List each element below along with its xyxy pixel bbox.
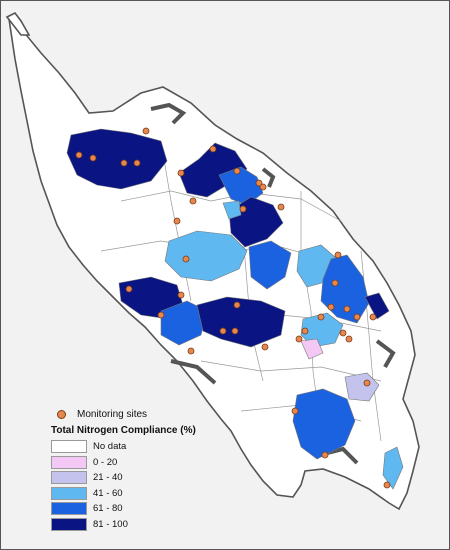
legend-swatch	[51, 502, 87, 516]
legend-swatch	[51, 486, 87, 500]
site-marker	[345, 335, 353, 343]
catchment-southeast-small	[382, 446, 404, 490]
legend-class-row: 0 - 20	[51, 455, 251, 471]
site-marker	[339, 329, 347, 337]
catchment-east-mid	[248, 240, 292, 290]
catchment-north-light	[218, 166, 264, 206]
site-marker	[75, 151, 83, 159]
legend-sites-label: Monitoring sites	[77, 408, 148, 420]
site-marker	[233, 167, 241, 175]
site-marker	[133, 159, 141, 167]
legend-class-label: 21 - 40	[93, 472, 123, 484]
site-marker	[187, 347, 195, 355]
site-marker	[173, 217, 181, 225]
site-marker	[255, 179, 263, 187]
legend-class-row: No data	[51, 439, 251, 455]
site-marker	[353, 313, 361, 321]
catchment-south-light	[300, 312, 344, 348]
site-marker	[363, 379, 371, 387]
site-marker	[291, 407, 299, 415]
legend-swatch	[51, 455, 87, 469]
site-marker	[209, 145, 217, 153]
harbour-southwest	[170, 359, 217, 385]
site-marker	[157, 311, 165, 319]
site-marker	[321, 451, 329, 459]
site-marker	[317, 313, 325, 321]
site-marker	[142, 127, 150, 135]
harbour-north	[150, 102, 187, 125]
legend-class-label: No data	[93, 441, 127, 453]
legend-title: Total Nitrogen Compliance (%)	[51, 425, 196, 436]
north-peninsula	[5, 11, 31, 36]
site-marker	[331, 279, 339, 287]
site-marker	[383, 481, 391, 489]
legend-class-row: 41 - 60	[51, 486, 251, 502]
legend-class-label: 41 - 60	[93, 487, 123, 499]
site-marker	[177, 291, 185, 299]
site-marker	[182, 255, 190, 263]
legend-class-row: 61 - 80	[51, 501, 251, 517]
site-marker	[295, 335, 303, 343]
catchment-pink	[300, 338, 324, 360]
site-marker	[277, 203, 285, 211]
site-marker	[89, 154, 97, 162]
catchment-north-central	[178, 142, 248, 198]
site-marker	[239, 205, 247, 213]
site-marker	[327, 303, 335, 311]
site-marker	[233, 301, 241, 309]
legend-swatch	[51, 517, 87, 531]
site-marker	[343, 305, 351, 313]
catchment-southeast-big	[292, 388, 356, 460]
site-marker	[301, 327, 309, 335]
site-marker	[120, 159, 128, 167]
harbour-east-3	[375, 339, 396, 368]
site-marker-icon	[57, 409, 66, 419]
catchment-northwest	[66, 128, 168, 190]
legend-class-label: 61 - 80	[93, 503, 123, 515]
site-marker	[369, 313, 377, 321]
monitoring-sites	[75, 127, 391, 489]
catchment-west-light	[164, 230, 248, 282]
catchment-south-mid	[160, 300, 208, 346]
legend-class-row: 81 - 100	[51, 517, 251, 533]
site-marker	[219, 327, 227, 335]
legend-class-row: 21 - 40	[51, 470, 251, 486]
catchment-south-dark	[196, 296, 286, 348]
site-marker	[125, 285, 133, 293]
legend-class-label: 0 - 20	[93, 456, 118, 468]
catchment-east-dark-small	[364, 292, 390, 320]
legend-class-label: 81 - 100	[93, 518, 128, 530]
map-legend: Monitoring sites Total Nitrogen Complian…	[51, 406, 251, 532]
site-marker	[189, 197, 197, 205]
site-marker	[177, 169, 185, 177]
legend-sites-row: Monitoring sites	[51, 406, 251, 422]
catchment-lavender	[344, 372, 380, 402]
harbour-east-1	[261, 167, 276, 188]
legend-swatch	[51, 440, 87, 454]
legend-swatch	[51, 471, 87, 485]
site-marker	[261, 343, 269, 351]
site-marker	[334, 251, 342, 259]
catchment-small-light	[222, 200, 242, 220]
site-marker	[231, 327, 239, 335]
site-marker	[259, 183, 267, 191]
